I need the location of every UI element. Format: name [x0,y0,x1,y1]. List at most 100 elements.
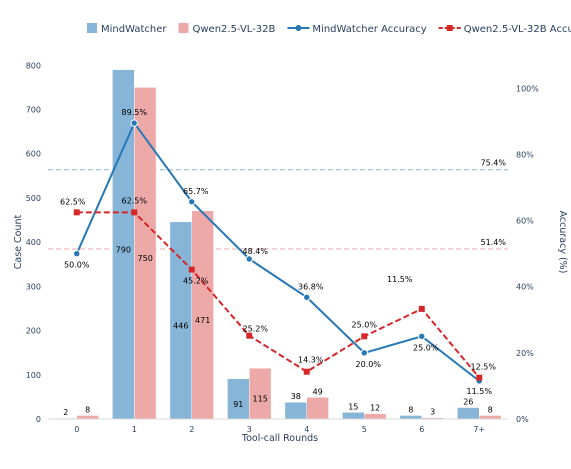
mindwatcher-accuracy-point-0 [73,249,81,258]
accuracy-point-label: 89.5% [122,108,148,117]
y-tick-label: 200 [26,327,41,336]
accuracy-point-label: 50.0% [64,261,90,270]
legend-qwen-accuracy-marker [446,25,453,31]
x-tick-label: 3 [247,425,252,434]
legend-mindwatcher-accuracy-marker [295,25,302,31]
bar-mindwatcher-7 [457,407,480,420]
accuracy-point-label: 62.5% [60,197,86,206]
axes: Tool-call Rounds Case Count Accuracy (%)… [13,61,568,444]
accuracy-point-label: 20.0% [356,360,382,369]
bar-qwen-7 [479,415,502,420]
x-tick-label: 7+ [473,425,485,434]
bar-value-label: 8 [488,405,493,414]
bar-qwen-2 [191,210,214,420]
y-tick-label: 500 [26,194,41,203]
bar-value-label: 49 [313,387,323,396]
qwen-accuracy-point-2 [188,266,195,273]
y2-axis-title: Accuracy (%) [557,211,568,274]
bar-value-label: 12 [370,404,380,413]
y-tick-label: 800 [26,61,41,70]
accuracy-point-label: 36.8% [298,282,324,291]
y-tick-label: 100 [26,371,41,380]
mindwatcher-accuracy-point-2 [188,198,196,206]
bar-value-label: 8 [85,405,90,414]
y2-tick-label: 80% [516,150,534,159]
y2-tick-label: 100% [516,84,539,93]
accuracy-point-label: 12.5% [471,363,497,372]
y2-tick-label: 60% [516,217,534,226]
x-tick-label: 1 [132,425,137,434]
mindwatcher-accuracy-point-3 [245,255,253,263]
mindwatcher-accuracy-point-6 [418,332,426,341]
accuracy-point-label: 25.2% [243,325,269,334]
x-tick-label: 4 [304,425,309,434]
bar-mindwatcher-5 [342,412,365,420]
qwen-accuracy-point-1 [131,209,138,216]
mindwatcher-accuracy-point-4 [303,293,311,302]
bar-value-label: 91 [233,400,243,409]
accuracy-point-label: 14.3% [298,356,324,365]
bar-qwen-5 [364,413,387,420]
qwen-accuracy-point-3 [246,332,253,339]
bar-qwen-4 [306,397,329,420]
qwen-accuracy-point-5 [361,333,368,340]
bar-mindwatcher-3 [227,378,250,420]
bar-value-label: 446 [173,321,188,330]
accuracy-lines [73,119,483,385]
mindwatcher-accuracy-point-5 [360,349,368,357]
bar-mindwatcher-4 [284,401,307,420]
bar-qwen-3 [249,367,272,420]
bar-value-label: 15 [348,402,358,411]
accuracy-point-label: 65.7% [183,187,209,196]
accuracy-point-label: 25.0% [352,320,378,329]
bar-value-label: 471 [195,316,210,325]
qwen-accuracy-line [76,211,481,379]
legend-mindwatcher-swatch [87,23,97,33]
legend-mindwatcher-accuracy-label: MindWatcher Accuracy [312,24,426,35]
y-tick-label: 400 [26,238,41,247]
accuracy-point-label: 25.0% [413,343,439,352]
bar-value-label: 38 [291,392,301,401]
bar-qwen-0 [76,415,99,420]
accuracy-point-label: 11.5% [467,387,493,396]
y2-tick-label: 0% [516,415,529,424]
qwen-accuracy-point-4 [303,368,310,375]
x-tick-label: 6 [419,425,424,434]
reference-line-label: 75.4% [481,159,507,168]
x-tick-label: 5 [362,425,367,434]
x-tick-label: 2 [189,425,194,434]
accuracy-point-label: 48.4% [243,247,269,256]
x-axis-title: Tool-call Rounds [241,433,318,444]
bar-value-label: 3 [430,408,435,417]
y-tick-label: 0 [36,415,41,424]
bar-value-label: 8 [408,405,413,414]
legend-qwen-swatch [178,23,189,33]
y-tick-label: 300 [26,282,41,291]
y-tick-label: 600 [26,150,41,159]
legend: MindWatcher Qwen2.5-VL-32B MindWatcher Acc… [87,23,571,35]
accuracy-point-label: 11.5% [387,275,413,284]
mindwatcher-accuracy-point-1 [130,119,138,127]
y-axis-title: Case Count [13,214,24,269]
bars [54,69,502,420]
y-tick-label: 700 [26,105,41,114]
y2-tick-label: 20% [516,349,534,358]
x-tick-label: 0 [74,425,79,434]
bar-value-label: 115 [253,395,268,404]
legend-qwen-accuracy-label: Qwen2.5-VL-32B Accuracy [464,24,571,35]
reference-line-label: 51.4% [481,238,507,247]
bar-value-label: 790 [116,245,131,254]
bar-value-label: 26 [463,398,473,407]
y2-tick-label: 40% [516,283,534,292]
accuracy-point-label: 45.2% [183,277,209,286]
legend-mindwatcher-label: MindWatcher [101,24,167,35]
qwen-accuracy-point-0 [73,209,80,216]
qwen-accuracy-point-7 [476,374,483,381]
accuracy-point-label: 62.5% [122,196,148,205]
legend-qwen-label: Qwen2.5-VL-32B [193,24,276,35]
bar-mindwatcher-6 [399,415,422,420]
qwen-accuracy-point-6 [418,305,425,312]
mindwatcher-accuracy-line [75,121,480,382]
